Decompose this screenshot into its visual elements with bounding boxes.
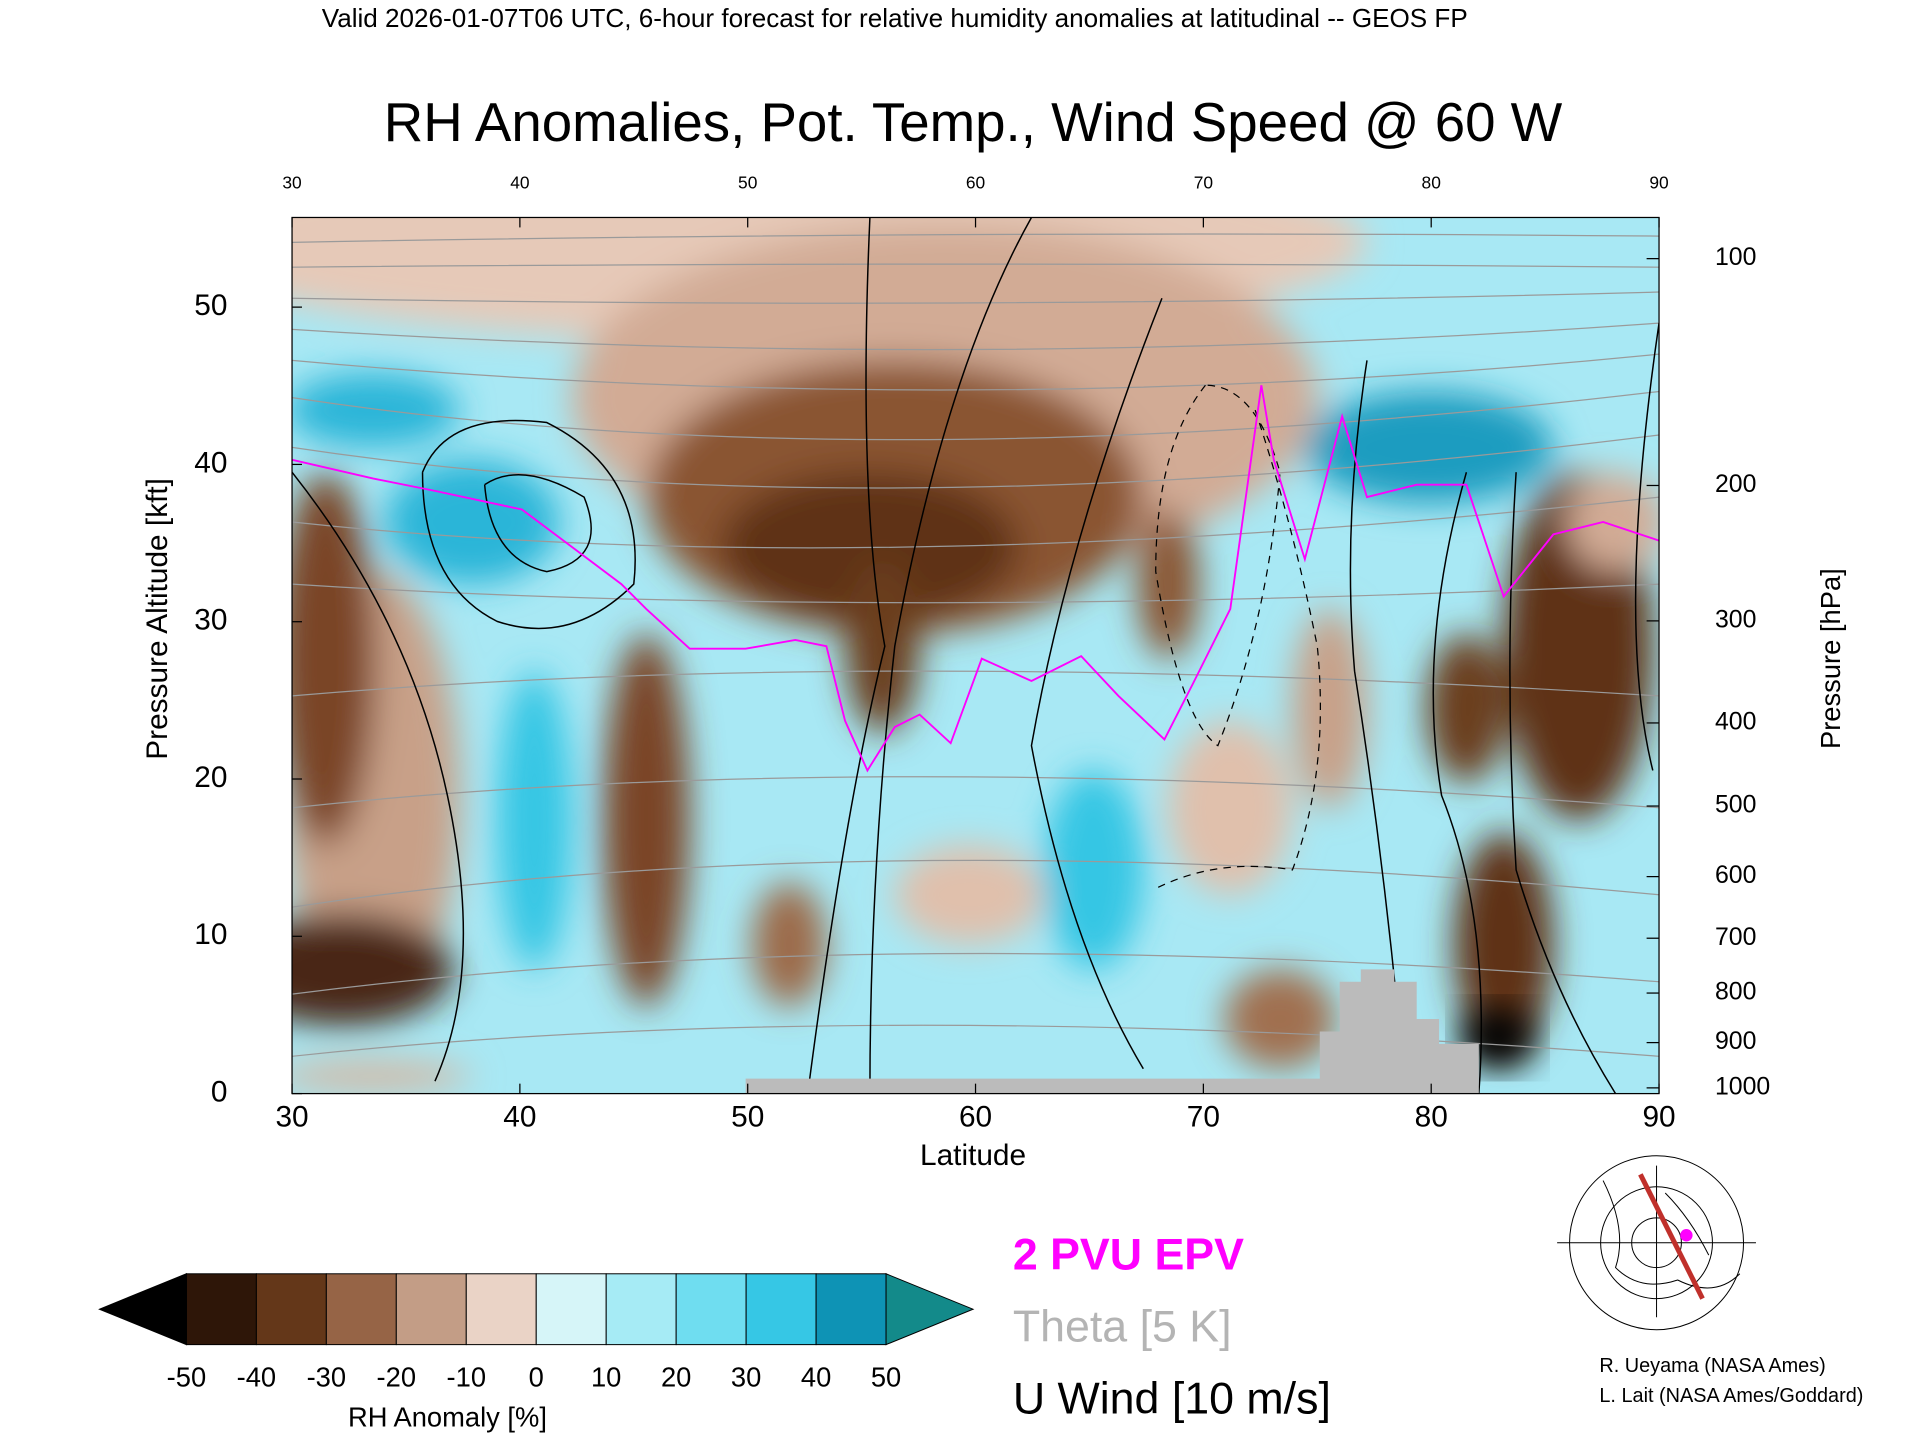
colorbar-tick-label: -50 — [167, 1362, 207, 1393]
x-top-tick-label: 40 — [510, 173, 529, 193]
x-top-tick-label: 90 — [1649, 173, 1668, 193]
x-tick-label: 90 — [1642, 1100, 1675, 1133]
x-tick-label: 70 — [1187, 1100, 1220, 1133]
y-tick-label: 30 — [194, 604, 227, 637]
colorbar-label: RH Anomaly [%] — [348, 1401, 547, 1432]
x-tick-label: 80 — [1415, 1100, 1448, 1133]
y2-tick-label: 300 — [1715, 606, 1756, 633]
x-tick-label: 50 — [731, 1100, 764, 1133]
colorbar-tick-label: -30 — [307, 1362, 346, 1393]
x-axis-label: Latitude — [920, 1139, 1026, 1172]
y-tick-label: 40 — [194, 446, 227, 479]
colorbar-box — [675, 1273, 747, 1346]
colorbar-box — [815, 1273, 887, 1346]
colorbar-box — [745, 1273, 817, 1346]
x-top-tick-label: 30 — [282, 173, 301, 193]
y-tick-label: 50 — [194, 289, 227, 322]
colorbar-over — [885, 1273, 975, 1346]
colorbar-tick-label: 20 — [661, 1362, 691, 1393]
colorbar-tick-label: 50 — [871, 1362, 901, 1393]
chart-title: RH Anomalies, Pot. Temp., Wind Speed @ 6… — [384, 92, 1563, 153]
legend-entry: 2 PVU EPV — [1013, 1230, 1244, 1279]
y2-tick-label: 200 — [1715, 471, 1756, 498]
y2-tick-label: 600 — [1715, 862, 1756, 889]
y2-tick-label: 100 — [1715, 244, 1756, 271]
legend-entry: Theta [5 K] — [1013, 1303, 1232, 1352]
credit: R. Ueyama (NASA Ames) — [1599, 1355, 1825, 1377]
colorbar-box — [395, 1273, 467, 1346]
y2-tick-label: 400 — [1715, 709, 1756, 736]
y2-tick-label: 900 — [1715, 1028, 1756, 1055]
colorbar-box — [535, 1273, 607, 1346]
legend-entry: U Wind [10 m/s] — [1013, 1375, 1331, 1424]
x-top-tick-label: 70 — [1194, 173, 1213, 193]
y-tick-label: 20 — [194, 761, 227, 794]
locator-map — [1557, 1155, 1756, 1331]
y2-tick-label: 700 — [1715, 924, 1756, 951]
y2-tick-label: 500 — [1715, 792, 1756, 819]
colorbar-tick-label: -20 — [377, 1362, 417, 1393]
colorbar-under — [98, 1273, 187, 1346]
colorbar-tick-label: 30 — [731, 1362, 761, 1393]
x-top-tick-label: 60 — [966, 173, 985, 193]
x-tick-label: 60 — [959, 1100, 992, 1133]
y-tick-label: 0 — [211, 1075, 228, 1108]
credit: L. Lait (NASA Ames/Goddard) — [1599, 1385, 1863, 1407]
colorbar-box — [255, 1273, 327, 1346]
x-tick-label: 30 — [275, 1100, 308, 1133]
subtitle: Valid 2026-01-07T06 UTC, 6-hour forecast… — [322, 3, 1468, 33]
colorbar-box — [605, 1273, 677, 1346]
y2-tick-label: 1000 — [1715, 1073, 1770, 1100]
colorbar-box — [185, 1273, 257, 1346]
colorbar-tick-label: -40 — [237, 1362, 277, 1393]
colorbar-box — [325, 1273, 397, 1346]
colorbar-tick-label: -10 — [447, 1362, 487, 1393]
x-tick-label: 40 — [503, 1100, 536, 1133]
colorbar-tick-label: 0 — [529, 1362, 544, 1393]
colorbar-tick-label: 10 — [591, 1362, 621, 1393]
y-axis-label: Pressure Altitude [kft] — [141, 478, 174, 760]
x-top-tick-label: 80 — [1422, 173, 1441, 193]
y2-axis-label: Pressure [hPa] — [1815, 568, 1846, 749]
colorbar-box — [465, 1273, 537, 1346]
colorbar-tick-label: 40 — [801, 1362, 831, 1393]
y-tick-label: 10 — [194, 918, 227, 951]
x-top-tick-label: 50 — [738, 173, 757, 193]
y2-tick-label: 800 — [1715, 979, 1756, 1006]
field — [292, 217, 1660, 1094]
